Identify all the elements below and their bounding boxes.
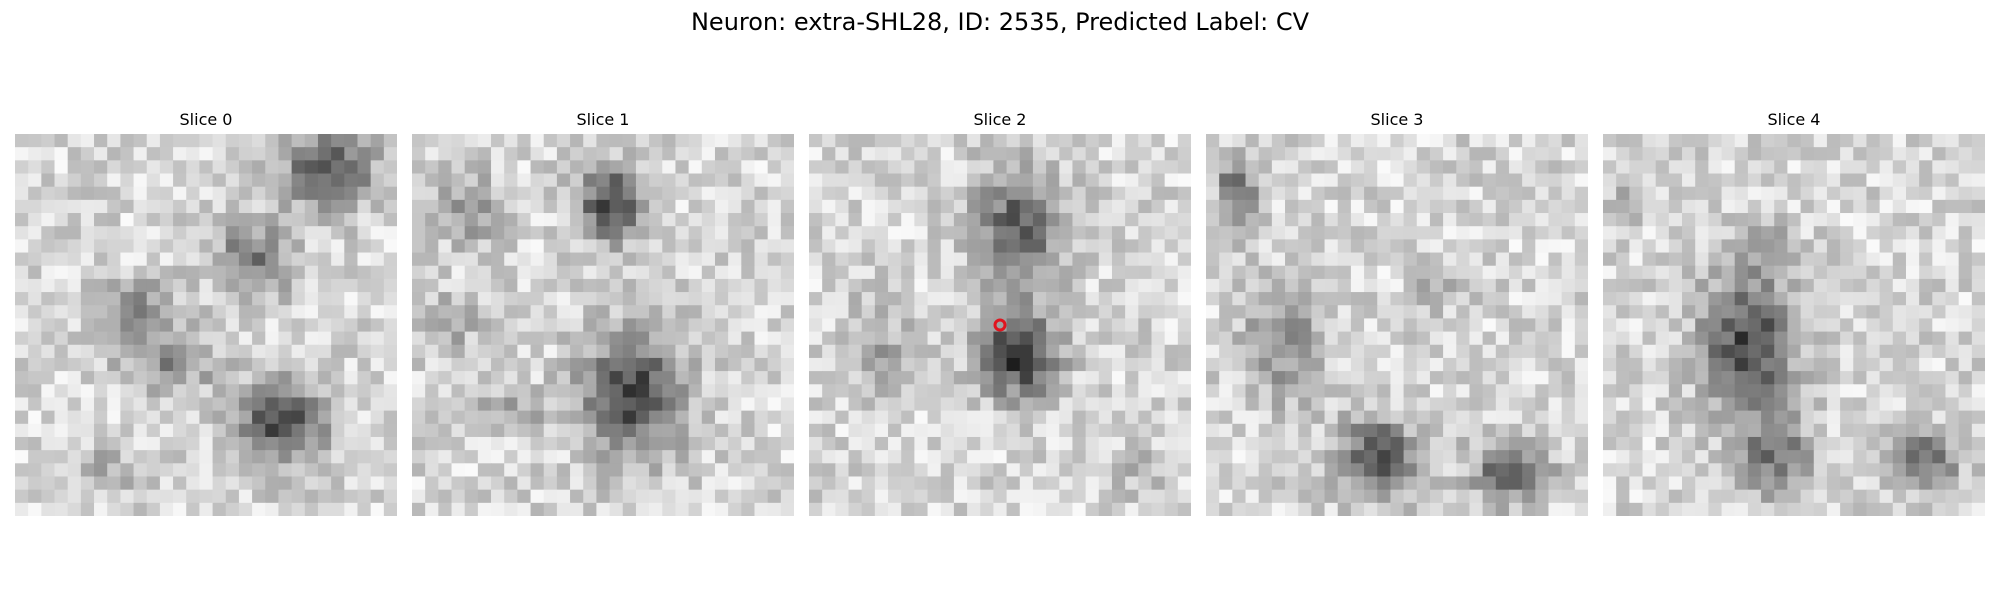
slice-image-2 — [809, 134, 1191, 516]
slice-panel-0: Slice 0 — [15, 108, 397, 516]
neuron-center-marker — [993, 318, 1007, 332]
slice-image-4 — [1603, 134, 1985, 516]
slice-title: Slice 3 — [1370, 110, 1424, 129]
slice-panel-2: Slice 2 — [809, 108, 1191, 516]
slice-image-3 — [1206, 134, 1588, 516]
figure-title: Neuron: extra-SHL28, ID: 2535, Predicted… — [690, 8, 1310, 36]
slice-panel-1: Slice 1 — [412, 108, 794, 516]
slice-image-1 — [412, 134, 794, 516]
slice-panel-4: Slice 4 — [1603, 108, 1985, 516]
slice-title: Slice 1 — [576, 110, 630, 129]
slice-panel-3: Slice 3 — [1206, 108, 1588, 516]
slice-image-0 — [15, 134, 397, 516]
slice-title: Slice 0 — [179, 110, 233, 129]
slice-title: Slice 2 — [973, 110, 1027, 129]
slice-title: Slice 4 — [1767, 110, 1821, 129]
